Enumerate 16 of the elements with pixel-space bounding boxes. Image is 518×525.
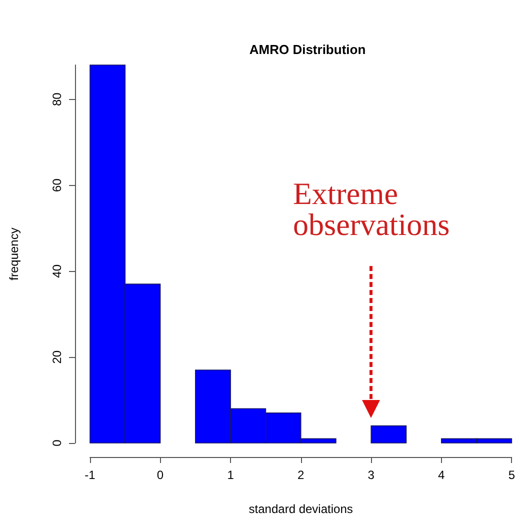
y-tick-label: 20: [50, 350, 64, 364]
y-tick-label: 40: [50, 264, 64, 278]
y-axis-title: frequency: [7, 228, 21, 280]
x-tick-label: 0: [156, 468, 164, 482]
x-tick-label: 5: [508, 468, 516, 482]
y-tick-label: 60: [50, 178, 64, 192]
chart-title: AMRO Distribution: [249, 42, 366, 57]
x-tick-label: 3: [368, 468, 375, 482]
annotation: Extreme observations: [293, 176, 451, 242]
x-axis-title: standard deviations: [248, 502, 353, 516]
x-tick-label: 2: [297, 468, 304, 482]
x-tick-label: 4: [438, 468, 446, 482]
x-tick-label: -1: [84, 468, 96, 482]
y-tick-label: 80: [50, 92, 64, 106]
x-tick-label: 1: [227, 468, 234, 482]
y-tick-label: 0: [50, 439, 64, 446]
